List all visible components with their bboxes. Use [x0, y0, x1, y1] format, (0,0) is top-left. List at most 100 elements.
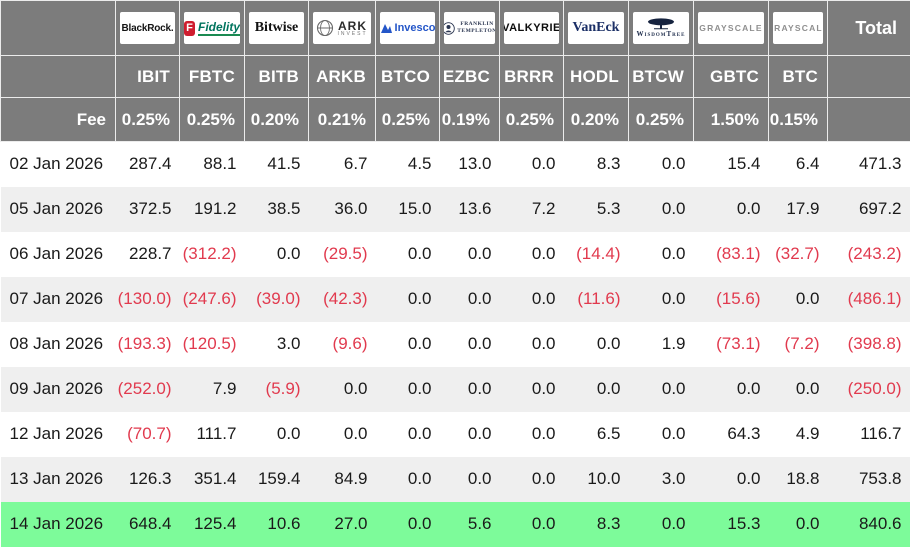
fee-total-spacer [827, 97, 910, 142]
flow-value-GBTC: 64.3 [727, 424, 761, 443]
flow-total: 116.7 [860, 424, 902, 443]
fee-HODL: 0.20% [563, 97, 629, 142]
fee-BTC: 0.15% [768, 97, 828, 142]
flow-value-BTCW: 1.9 [661, 334, 686, 353]
flow-row-02-jan-2026: 02 Jan 2026 287.4 88.1 41.5 6.7 4.5 13.0 0.0 8.3… [0, 141, 910, 187]
provider-header-grayscale: GRAYSCALE [693, 0, 769, 56]
flow-value-IBIT: (130.0) [117, 289, 172, 308]
ticker-GBTC: GBTC [693, 55, 769, 98]
flow-value-BTCO: 4.5 [407, 154, 432, 174]
grayscale-wordmark: GRAYSCALE [773, 23, 823, 33]
flow-value-ARKB: 36.0 [334, 199, 368, 218]
flow-value-GBTC: (15.6) [716, 289, 761, 308]
bitwise-logo: Bitwise [249, 12, 304, 44]
flow-value-IBIT: 126.3 [128, 469, 172, 488]
provider-header-franklin: FRANKLIN TEMPLETON [439, 0, 500, 56]
provider-header-grayscale-btc: GRAYSCALE [768, 0, 828, 56]
flow-value-GBTC: (73.1) [716, 334, 761, 353]
flow-value-GBTC: 0.0 [736, 199, 761, 218]
flow-value-BTC: 4.9 [795, 424, 820, 443]
templeton-wordmark: TEMPLETON [457, 28, 495, 34]
flow-value-IBIT: 648.4 [128, 514, 172, 533]
flow-value-BTC: 6.4 [795, 154, 820, 174]
flow-value-HODL: 10.0 [587, 469, 621, 488]
flow-value-BTCO: 15.0 [398, 199, 432, 218]
ticker-BTCO: BTCO [375, 55, 440, 98]
fee-row: Fee 0.25% 0.25% 0.20% 0.21% 0.25% 0.19% 0.25% 0.… [0, 97, 910, 142]
franklin-templeton-head-icon [444, 21, 455, 35]
flow-value-IBIT: 372.5 [128, 199, 172, 218]
flow-value-BRRR: 0.0 [531, 289, 556, 308]
ticker-BTCW: BTCW [628, 55, 694, 98]
flow-value-FBTC: (120.5) [182, 334, 237, 353]
fee-FBTC: 0.25% [179, 97, 245, 142]
flow-value-IBIT: 287.4 [128, 154, 172, 174]
flow-value-BTCO: 0.0 [407, 334, 432, 353]
grayscale-logo: GRAYSCALE [698, 12, 764, 44]
fee-EZBC: 0.19% [439, 97, 500, 142]
ticker-row-spacer [0, 55, 116, 98]
flow-value-BTC: 17.9 [786, 199, 820, 218]
flow-value-BTCO: 0.0 [407, 244, 432, 263]
ticker-row: IBIT FBTC BITB ARKB BTCO EZBC BRRR HODL BTCW GBTC… [0, 55, 910, 98]
flow-value-ARKB: (9.6) [332, 334, 368, 353]
franklin-logo: FRANKLIN TEMPLETON [444, 12, 495, 44]
flow-row-14-jan-2026: 14 Jan 2026 648.4 125.4 10.6 27.0 0.0 5.6 0.0 8.… [0, 501, 910, 547]
flow-value-BTCW: 0.0 [661, 154, 686, 174]
flow-value-BTCW: 0.0 [661, 379, 686, 398]
fee-GBTC: 1.50% [693, 97, 769, 142]
flow-value-FBTC: (312.2) [182, 244, 237, 263]
flow-row-06-jan-2026: 06 Jan 2026 228.7 (312.2) 0.0 (29.5) 0.0 0.0 0.… [0, 231, 910, 277]
flow-value-BRRR: 0.0 [531, 469, 556, 488]
flow-value-EZBC: 0.0 [467, 334, 492, 353]
flow-value-ARKB: 0.0 [343, 424, 368, 443]
ticker-BITB: BITB [244, 55, 309, 98]
flow-value-GBTC: (83.1) [716, 244, 761, 263]
flow-row-13-jan-2026: 13 Jan 2026 126.3 351.4 159.4 84.9 0.0 0.0 0.0 1… [0, 456, 910, 502]
date-cell: 07 Jan 2026 [9, 289, 104, 308]
flow-value-BTCW: 0.0 [661, 244, 686, 263]
flow-value-BTC: 0.0 [795, 379, 820, 398]
date-cell: 06 Jan 2026 [9, 244, 104, 263]
fee-ARKB: 0.21% [308, 97, 376, 142]
flow-value-ARKB: 27.0 [334, 514, 368, 533]
flow-value-EZBC: 0.0 [467, 244, 492, 263]
date-cell: 05 Jan 2026 [9, 199, 104, 218]
invesco-mark-icon [380, 23, 392, 33]
flow-value-EZBC: 5.6 [467, 514, 492, 533]
ticker-FBTC: FBTC [179, 55, 245, 98]
flow-total: 840.6 [858, 514, 902, 533]
flow-value-BTC: 0.0 [795, 514, 820, 533]
fee-label: Fee [0, 97, 116, 142]
franklin-wordmark: FRANKLIN [460, 21, 494, 28]
flow-value-BTCO: 0.0 [407, 379, 432, 398]
date-cell: 12 Jan 2026 [9, 424, 104, 443]
flow-value-BRRR: 0.0 [531, 334, 556, 353]
date-cell: 08 Jan 2026 [9, 334, 104, 353]
grayscale-btc-logo: GRAYSCALE [773, 12, 823, 44]
fidelity-logo: F Fidelity [184, 12, 240, 44]
flow-value-BTC: 0.0 [795, 289, 820, 308]
flow-value-ARKB: 6.7 [343, 154, 368, 174]
bitwise-wordmark: Bitwise [254, 20, 299, 35]
flow-value-BRRR: 0.0 [531, 154, 556, 174]
ticker-BTC: BTC [768, 55, 828, 98]
flow-total: (398.8) [847, 334, 902, 353]
flow-value-IBIT: (252.0) [117, 379, 172, 398]
flow-value-BRRR: 0.0 [531, 514, 556, 533]
date-cell: 09 Jan 2026 [9, 379, 104, 398]
grayscale-wordmark: GRAYSCALE [699, 23, 763, 33]
flow-value-HODL: (11.6) [577, 289, 621, 308]
ticker-EZBC: EZBC [439, 55, 500, 98]
flow-value-FBTC: 351.4 [193, 469, 237, 488]
invesco-logo: Invesco [380, 12, 435, 44]
date-cell: 02 Jan 2026 [9, 154, 104, 174]
corner-cell [0, 0, 116, 56]
flow-row-07-jan-2026: 07 Jan 2026 (130.0) (247.6) (39.0) (42.3) 0.0… [0, 276, 910, 322]
flow-value-BRRR: 0.0 [531, 379, 556, 398]
flow-total: 697.2 [858, 199, 902, 218]
flow-value-BITB: (39.0) [256, 289, 301, 308]
wisdomtree-wordmark: WisdomTree [636, 30, 686, 38]
flow-value-HODL: 6.5 [596, 424, 621, 443]
